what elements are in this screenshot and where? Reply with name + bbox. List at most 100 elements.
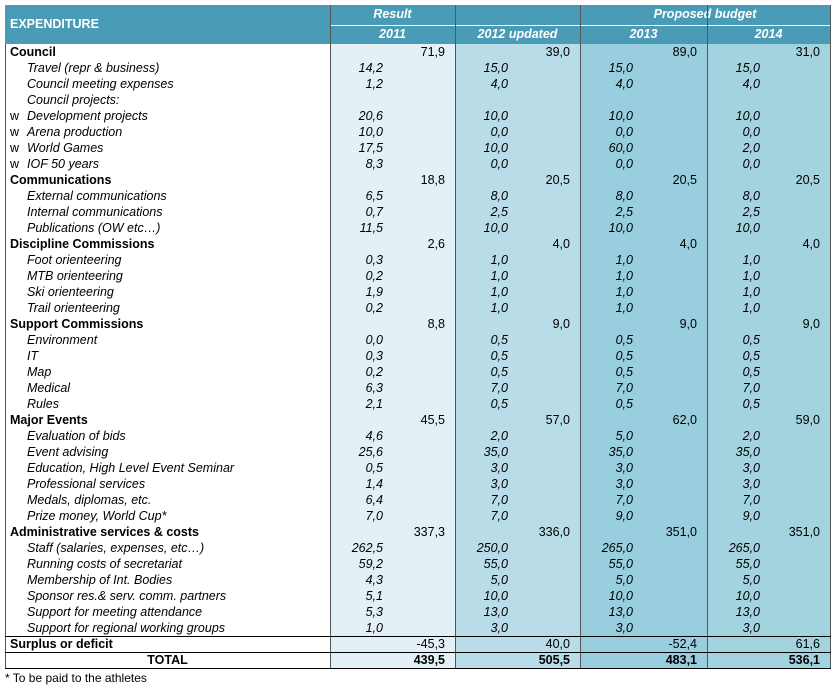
row-value: 35,0: [735, 445, 760, 459]
row-label: Support for regional working groups: [27, 621, 226, 635]
row-label: IOF 50 years: [27, 157, 100, 171]
row-value: 20,5: [795, 173, 820, 187]
row-label: Education, High Level Event Seminar: [27, 461, 235, 475]
column-divider: [5, 44, 6, 668]
row-label: Council projects:: [27, 93, 120, 107]
row-label: Staff (salaries, expenses, etc…): [27, 541, 205, 555]
row-value: 1,0: [615, 253, 633, 267]
row-value: 3,0: [742, 461, 760, 475]
row-value: 10,0: [608, 221, 633, 235]
row-value: 7,0: [742, 493, 760, 507]
row-value: 10,0: [608, 589, 633, 603]
row-value: 10,0: [735, 221, 760, 235]
column-divider: [707, 5, 708, 668]
row-value: 262,5: [351, 541, 383, 555]
row-value: 39,0: [545, 45, 570, 59]
column-divider: [330, 5, 331, 668]
row-label: Evaluation of bids: [27, 429, 126, 443]
row-value: 0,2: [365, 269, 383, 283]
row-value: 1,4: [365, 477, 383, 491]
row-value: -52,4: [668, 637, 698, 651]
row-value: 0,0: [615, 125, 633, 139]
row-value: 0,5: [615, 397, 633, 411]
row-value: 439,5: [413, 653, 445, 667]
row-value: 7,0: [615, 493, 633, 507]
row-value: 2,5: [742, 205, 760, 219]
row-value: 9,0: [615, 509, 633, 523]
row-value: 9,0: [679, 317, 697, 331]
row-value: 18,8: [420, 173, 445, 187]
row-value: 0,5: [490, 365, 508, 379]
row-label: Event advising: [27, 445, 109, 459]
row-border: [5, 636, 831, 637]
row-value: 0,5: [615, 365, 633, 379]
row-value: 10,0: [483, 109, 508, 123]
row-value: 5,0: [490, 573, 508, 587]
row-label: Major Events: [10, 413, 88, 427]
row-value: 3,0: [490, 461, 508, 475]
row-value: 1,9: [365, 285, 383, 299]
row-label: World Games: [27, 141, 104, 155]
row-label: Map: [27, 365, 52, 379]
header-year: 2012 updated: [477, 27, 558, 41]
row-value: 0,7: [365, 205, 383, 219]
row-value: 8,0: [490, 189, 508, 203]
header-year: 2013: [629, 27, 658, 41]
table-border: [5, 668, 831, 669]
row-value: 3,0: [742, 621, 760, 635]
row-value: 0,0: [742, 125, 760, 139]
row-label: Discipline Commissions: [10, 237, 155, 251]
row-value: 7,0: [490, 381, 508, 395]
row-value: 13,0: [735, 605, 760, 619]
row-label: Rules: [27, 397, 59, 411]
row-label: Membership of Int. Bodies: [27, 573, 173, 587]
row-value: -45,3: [416, 637, 446, 651]
row-label: Communications: [10, 173, 112, 187]
row-value: 6,4: [365, 493, 383, 507]
header-group: Result: [373, 7, 412, 21]
row-value: 31,0: [795, 45, 820, 59]
row-value: 3,0: [490, 477, 508, 491]
row-value: 55,0: [735, 557, 760, 571]
row-label: Support for meeting attendance: [27, 605, 203, 619]
row-value: 0,0: [365, 333, 383, 347]
row-value: 4,0: [742, 77, 760, 91]
column-background: [707, 44, 830, 668]
row-value: 15,0: [608, 61, 633, 75]
row-border: [5, 652, 831, 653]
row-label: Travel (repr & business): [27, 61, 160, 75]
row-label: IT: [27, 349, 39, 363]
row-value: 2,0: [742, 429, 760, 443]
row-value: 45,5: [420, 413, 445, 427]
row-value: 8,0: [742, 189, 760, 203]
row-value: 265,0: [728, 541, 760, 555]
row-label: Ski orienteering: [27, 285, 114, 299]
row-value: 10,0: [483, 589, 508, 603]
header-background: [5, 5, 830, 44]
row-value: 8,3: [365, 157, 383, 171]
row-label: Running costs of secretariat: [27, 557, 182, 571]
row-value: 2,0: [742, 141, 760, 155]
row-value: 4,3: [365, 573, 383, 587]
row-value: 7,0: [615, 381, 633, 395]
row-label: Environment: [27, 333, 98, 347]
row-value: 55,0: [483, 557, 508, 571]
row-value: 0,5: [365, 461, 383, 475]
row-value: 0,5: [742, 365, 760, 379]
row-value: 336,0: [538, 525, 570, 539]
row-value: 2,5: [615, 205, 633, 219]
row-value: 7,0: [490, 493, 508, 507]
row-value: 0,5: [615, 349, 633, 363]
row-value: 3,0: [615, 621, 633, 635]
row-value: 0,0: [742, 157, 760, 171]
row-value: 20,5: [545, 173, 570, 187]
header-expenditure: EXPENDITURE: [10, 17, 99, 31]
row-value: 11,5: [359, 221, 383, 235]
row-value: 3,0: [615, 477, 633, 491]
row-value: 505,5: [538, 653, 570, 667]
header-year: 2011: [379, 27, 406, 41]
row-label: TOTAL: [147, 653, 188, 667]
row-value: 4,0: [615, 77, 633, 91]
row-value: 3,0: [615, 461, 633, 475]
